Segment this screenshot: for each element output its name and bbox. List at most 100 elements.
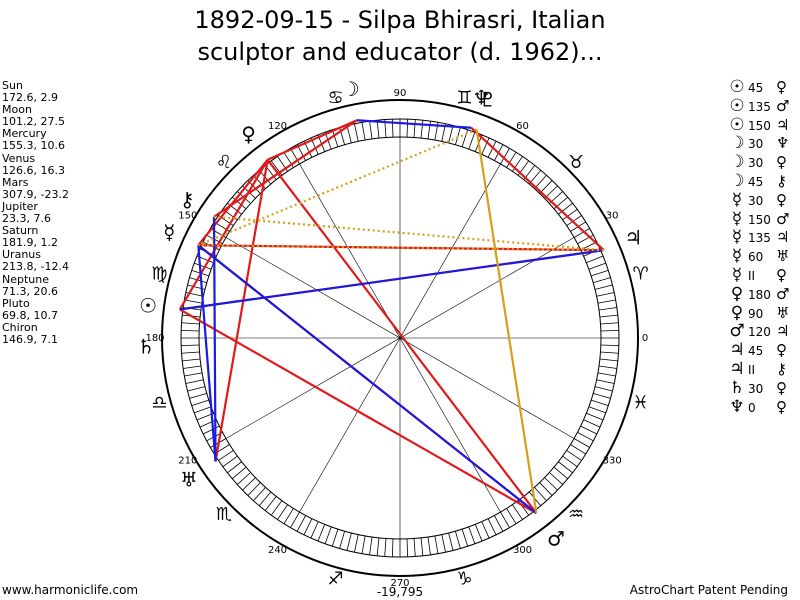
degree-tick [600,351,619,354]
degree-tick [461,529,469,547]
degree-tick [539,180,553,194]
degree-tick [183,365,202,369]
degree-tick [253,487,266,502]
degree-tick [597,372,616,377]
planet-name-mercury: Mercury [2,127,47,141]
degree-tick [455,127,461,145]
wheel-spokes [199,137,601,539]
aspect-row: ☿ 150 ♂ [726,209,800,229]
degree-tick [420,120,424,139]
aspect-planet-1-icon: ♆ [729,396,745,417]
degree-tick [500,511,510,528]
degree-tick [562,455,578,468]
aspect-angle: 120 [748,325,771,340]
aspect-angle: II [748,268,756,283]
aspect-line [212,216,217,462]
degree-tick [361,535,366,554]
aspect-line [179,308,537,515]
zodiac-aquarius-icon: ♒ [568,504,584,525]
aspect-row: ♃ 45 ♀ [726,341,800,360]
aspect-planet-2-icon: ♀ [776,190,787,209]
aspect-angle: 135 [748,231,771,246]
aspect-line [178,159,269,310]
aspect-row: ☿ 135 ♃ [726,228,800,247]
degree-tick [487,140,497,158]
degree-tick [346,125,352,144]
degree-label: 90 [394,88,407,99]
degree-tick [242,477,256,491]
aspect-line [197,159,269,246]
aspect-angle: 135 [748,99,771,114]
degree-tick [296,144,306,161]
aspect-planet-1-icon: ☿ [731,189,743,210]
degree-tick [184,299,203,304]
degree-tick [468,526,476,544]
degree-label: 0 [642,333,648,344]
aspect-planet-1-icon: ☿ [731,227,743,248]
degree-tick [566,450,582,461]
title-line-2: sculptor and educator (d. 1962)... [197,38,603,66]
degree-tick [199,419,217,428]
degree-tick [455,531,461,549]
degree-tick [544,477,558,491]
planet-saturn-icon: ♄ [137,334,155,358]
aspect-line [197,245,217,462]
planet-name-moon: Moon [2,103,32,117]
degree-tick [346,532,352,551]
degree-tick [236,472,251,485]
degree-tick [506,152,517,168]
aspect-planet-1-icon: ♂ [729,321,745,342]
planet-value-jupiter: 23.3, 7.6 [2,212,51,226]
aspect-row: ♃ II ⚷ [726,360,800,379]
aspect-line [267,119,358,161]
aspect-planet-2-icon: ♅ [776,247,790,266]
degree-tick [593,277,611,283]
aspect-line [179,249,605,311]
degree-tick [194,262,212,270]
degree-tick [588,406,606,414]
aspect-row: ☿ 60 ♅ [726,247,800,266]
aspect-planet-2-icon: ⚷ [776,359,787,378]
planet-value-saturn: 181.9, 1.2 [2,236,58,250]
degree-tick [481,521,490,539]
degree-tick [376,537,380,556]
chart-title: 1892-09-15 - Silpa Bhirasri, Italian scu… [0,4,800,68]
aspect-angle: 60 [748,250,764,265]
degree-tick [591,399,609,407]
planet-venus-icon: ♀ [241,122,256,146]
degree-tick [512,156,523,172]
aspect-row: ☿ 30 ♀ [726,189,800,210]
degree-label: 210 [178,456,197,467]
aspect-planet-1-icon: ☽ [729,133,745,154]
planet-value-neptune: 71.3, 20.6 [2,284,58,298]
degree-label: 300 [513,545,532,556]
degree-tick [448,532,454,551]
planet-mercury-icon: ☿ [163,220,175,244]
degree-tick [588,262,606,270]
degree-tick [331,529,339,547]
degree-tick [184,372,203,377]
aspect-angle: 30 [748,193,764,208]
planet-sun-icon: ☉ [139,293,157,317]
degree-tick [189,393,207,399]
degree-tick [283,508,294,524]
planet-value-moon: 101.2, 27.5 [2,115,65,129]
planet-pluto-icon: ♇ [479,88,497,112]
planet-glyphs: ☉ ☽ ☿ ♀ ♂ ♃ ♄ ♅ ♆♇ ⚷ [137,77,642,551]
aspect-row: ☽ 45 ⚷ [726,172,800,191]
degree-tick [191,399,209,407]
degree-tick [361,122,366,141]
degree-tick [600,344,619,347]
degree-tick [324,526,332,544]
planet-uranus-icon: ♅ [180,467,198,491]
footer-website: www.harmoniclife.com [2,583,139,597]
zodiac-libra-icon: ♎ [151,392,167,413]
aspect-angle: II [748,362,756,377]
degree-tick [534,174,547,189]
degree-tick [596,379,615,384]
degree-tick [247,482,261,496]
aspect-angle: 45 [748,174,764,189]
aspect-planet-1-icon: ☉ [729,95,745,116]
outer-ring [161,99,639,577]
degree-tick [339,531,345,549]
